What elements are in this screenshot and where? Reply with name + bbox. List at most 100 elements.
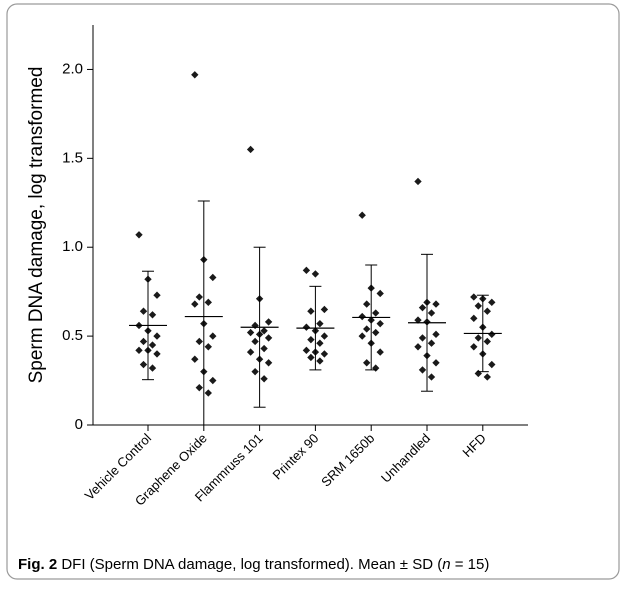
caption-label: Fig. 2 xyxy=(18,556,57,573)
y-tick-label: 0 xyxy=(75,416,83,433)
data-point xyxy=(260,327,268,335)
data-point xyxy=(316,319,324,328)
data-point xyxy=(427,339,436,347)
data-point xyxy=(209,332,217,340)
data-point xyxy=(432,330,440,339)
data-point xyxy=(139,307,148,315)
caption: Fig. 2 DFI (Sperm DNA damage, log transf… xyxy=(18,556,489,573)
data-point xyxy=(191,71,199,79)
data-point xyxy=(363,325,371,333)
data-point xyxy=(488,360,496,369)
data-point xyxy=(209,273,217,282)
data-point xyxy=(302,323,311,331)
data-point xyxy=(316,357,324,365)
data-point xyxy=(307,335,315,344)
data-point xyxy=(414,316,422,324)
data-point xyxy=(372,328,380,337)
data-point xyxy=(320,305,329,314)
data-point xyxy=(372,309,380,317)
data-point xyxy=(191,300,199,308)
data-point xyxy=(363,300,371,308)
y-tick-label: 0.5 xyxy=(62,327,83,344)
data-point xyxy=(372,364,380,372)
data-point xyxy=(260,375,268,383)
data-point xyxy=(251,367,259,376)
data-point xyxy=(483,337,491,346)
data-point xyxy=(139,337,148,346)
y-axis-label: Sperm DNA damage, log transformed xyxy=(26,67,47,384)
data-point xyxy=(358,312,366,321)
data-point xyxy=(483,373,491,381)
data-point xyxy=(418,303,427,312)
data-point xyxy=(153,332,161,340)
data-point xyxy=(311,270,320,278)
caption-end: = 15) xyxy=(451,556,490,573)
data-point xyxy=(376,348,384,356)
data-point xyxy=(264,334,273,342)
y-tick-label: 1.5 xyxy=(62,149,83,166)
data-point xyxy=(191,355,199,363)
data-point xyxy=(307,307,315,315)
data-point xyxy=(358,332,366,340)
data-point xyxy=(488,298,496,307)
data-point xyxy=(470,293,478,301)
data-point xyxy=(251,337,259,346)
plot-area xyxy=(129,71,502,425)
x-tick-label: SRM 1650b xyxy=(318,431,377,490)
data-point xyxy=(195,293,203,301)
data-point xyxy=(427,373,436,381)
data-point xyxy=(251,321,259,330)
frame xyxy=(6,3,620,580)
data-point xyxy=(470,314,478,323)
data-point xyxy=(376,319,384,328)
data-point xyxy=(246,348,255,356)
x-tick-label: Unhandled xyxy=(378,431,433,486)
data-point xyxy=(148,364,157,372)
data-point xyxy=(432,359,440,367)
data-point xyxy=(204,343,212,351)
data-point xyxy=(414,343,422,351)
data-point xyxy=(470,343,478,351)
data-point xyxy=(195,383,203,392)
data-point xyxy=(358,211,366,219)
data-point xyxy=(432,300,440,308)
data-point xyxy=(209,376,217,385)
data-point xyxy=(307,353,315,362)
data-point xyxy=(139,360,148,369)
data-point xyxy=(264,318,273,326)
data-point xyxy=(316,339,324,347)
data-point xyxy=(320,350,329,358)
data-point xyxy=(264,359,273,367)
data-point xyxy=(153,350,161,358)
data-point xyxy=(204,298,212,307)
data-point xyxy=(302,346,311,355)
data-point xyxy=(474,334,482,342)
data-point xyxy=(427,309,436,317)
data-point xyxy=(153,291,161,299)
data-point xyxy=(195,337,203,346)
data-point xyxy=(148,341,157,349)
x-tick-label: Printex 90 xyxy=(270,431,322,483)
x-tick-label: HFD xyxy=(459,431,488,460)
data-point xyxy=(204,389,212,397)
data-point xyxy=(148,311,157,319)
data-point xyxy=(246,328,255,337)
data-point xyxy=(302,266,311,275)
data-point xyxy=(320,332,329,340)
data-point xyxy=(414,177,422,186)
data-point xyxy=(135,346,143,355)
data-point xyxy=(376,289,384,298)
y-tick-label: 1.0 xyxy=(62,238,83,255)
caption-n: n xyxy=(442,556,450,573)
data-point xyxy=(474,302,482,310)
data-point xyxy=(418,334,427,342)
data-point xyxy=(135,231,143,239)
data-point xyxy=(418,366,427,374)
data-point xyxy=(488,330,496,339)
data-point xyxy=(483,307,491,315)
data-point xyxy=(363,359,371,367)
data-point xyxy=(246,145,255,154)
y-tick-label: 2.0 xyxy=(62,60,83,77)
data-point xyxy=(474,369,482,378)
